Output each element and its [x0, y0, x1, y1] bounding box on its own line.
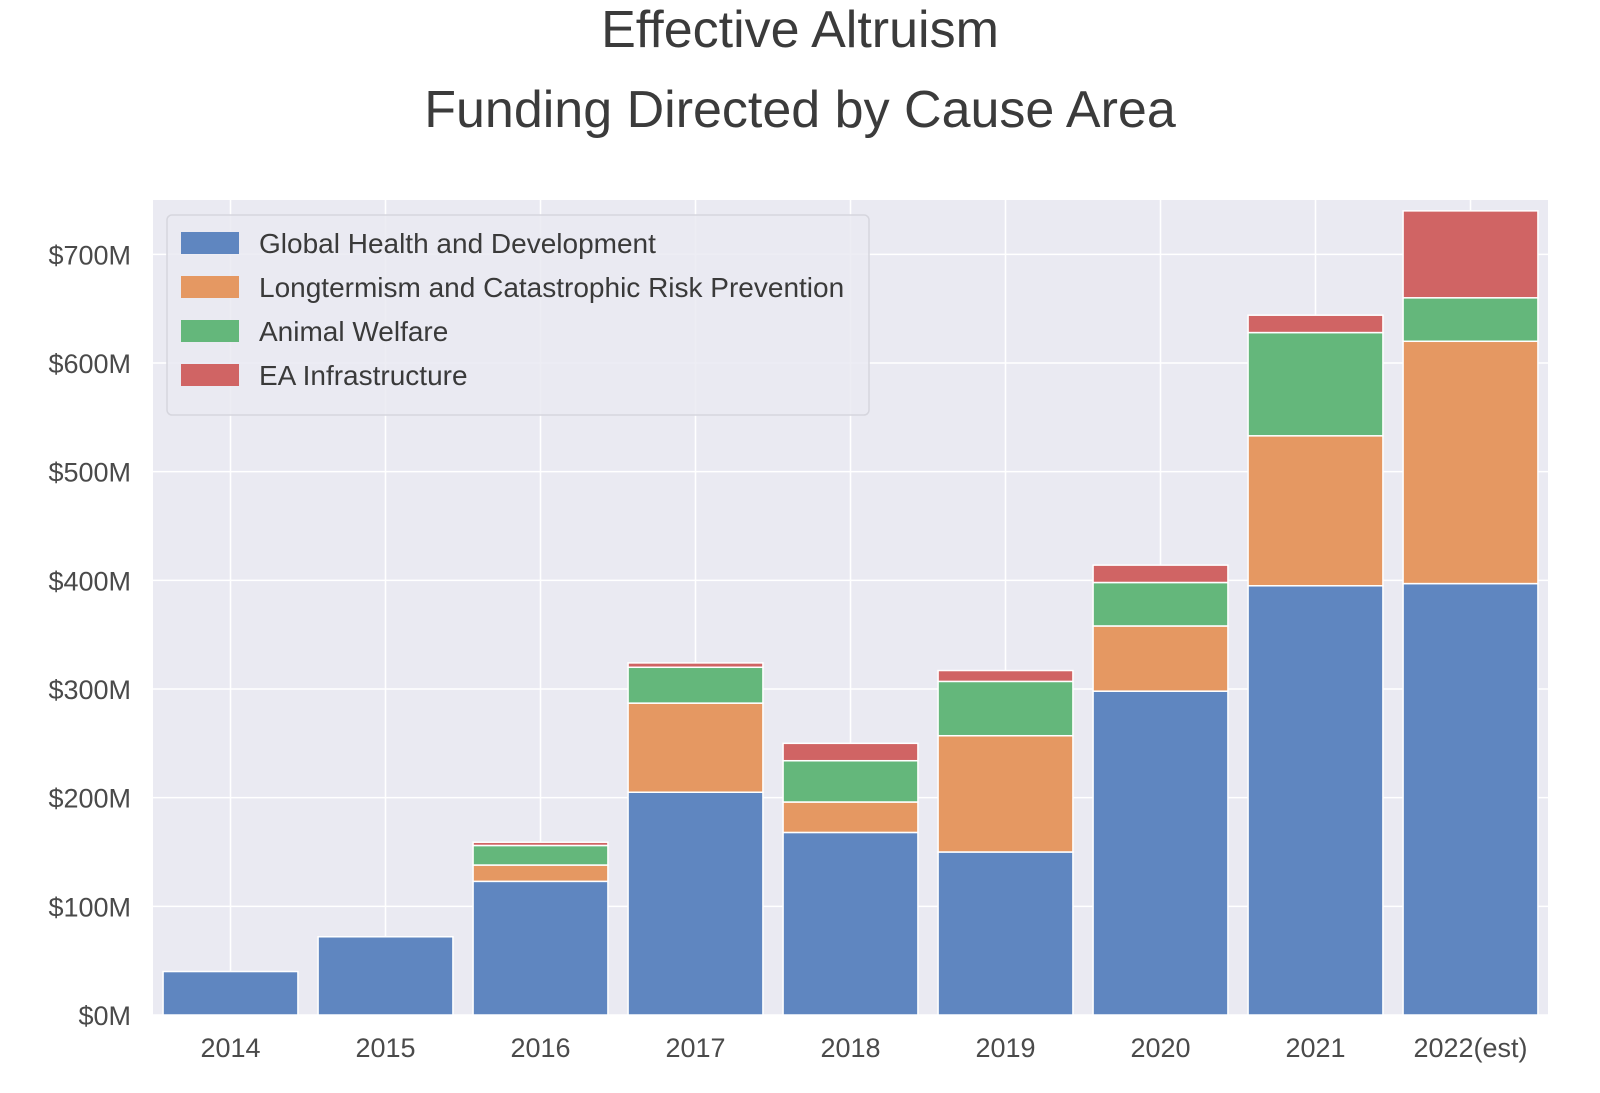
bar-2019-global-health-and-development	[937, 851, 1074, 1016]
y-tick-label: $200M	[48, 784, 131, 814]
bar-2016-longtermism-and-catastrophic-risk-prevention	[472, 864, 609, 883]
bar-2016-global-health-and-development	[472, 880, 609, 1016]
bar-2014-global-health-and-development	[162, 970, 299, 1016]
bar-2022-est-ea-infrastructure	[1402, 210, 1539, 299]
x-tick-label: 2014	[200, 1033, 260, 1063]
x-tick-label: 2019	[975, 1033, 1035, 1063]
bar-2018-animal-welfare	[782, 759, 919, 803]
bar-2017-animal-welfare	[627, 666, 764, 704]
bar-2020-animal-welfare	[1092, 581, 1229, 627]
chart-title: Effective Altruism	[601, 1, 999, 59]
bar-2020-longtermism-and-catastrophic-risk-prevention	[1092, 625, 1229, 692]
bar-2022-est-animal-welfare	[1402, 297, 1539, 343]
x-tick-label: 2017	[665, 1033, 725, 1063]
bar-2018-global-health-and-development	[782, 831, 919, 1016]
legend-box	[166, 214, 870, 416]
legend-swatch-global-health-and-development	[181, 232, 239, 254]
chart-subtitle: Funding Directed by Cause Area	[424, 81, 1176, 139]
bar-2015-global-health-and-development	[317, 936, 454, 1016]
x-tick-label: 2020	[1130, 1033, 1190, 1063]
bar-2021-ea-infrastructure	[1247, 314, 1384, 334]
bar-2016-animal-welfare	[472, 844, 609, 866]
bar-2016-ea-infrastructure	[472, 841, 609, 847]
bar-2019-ea-infrastructure	[937, 669, 1074, 683]
x-tick-label: 2022(est)	[1413, 1033, 1527, 1063]
legend-label-global-health-and-development: Global Health and Development	[259, 228, 656, 259]
legend-label-ea-infrastructure: EA Infrastructure	[259, 360, 468, 391]
bar-2019-longtermism-and-catastrophic-risk-prevention	[937, 734, 1074, 853]
y-tick-label: $0M	[78, 1001, 131, 1031]
legend-swatch-ea-infrastructure	[181, 364, 239, 386]
axes: $0M $100M $200M $300M $400M $500M $600M $700M 20…	[48, 240, 1527, 1063]
bars	[162, 210, 1539, 1016]
x-tick-label: 2018	[820, 1033, 880, 1063]
bar-2021-global-health-and-development	[1247, 585, 1384, 1016]
bar-2018-longtermism-and-catastrophic-risk-prevention	[782, 801, 919, 834]
legend-label-longtermism-and-catastrophic-risk-prevention: Longtermism and Catastrophic Risk Preven…	[259, 272, 844, 303]
bar-2017-global-health-and-development	[627, 791, 764, 1016]
y-tick-label: $400M	[48, 566, 131, 596]
bar-2021-animal-welfare	[1247, 331, 1384, 437]
bar-2019-animal-welfare	[937, 680, 1074, 737]
legend-label-animal-welfare: Animal Welfare	[259, 316, 448, 347]
bar-2020-global-health-and-development	[1092, 690, 1229, 1016]
legend-swatch-longtermism-and-catastrophic-risk-prevention	[181, 276, 239, 298]
bar-2017-longtermism-and-catastrophic-risk-prevention	[627, 702, 764, 793]
bar-2020-ea-infrastructure	[1092, 564, 1229, 584]
bar-2017-ea-infrastructure	[627, 662, 764, 669]
x-tick-label: 2021	[1285, 1033, 1345, 1063]
y-tick-label: $500M	[48, 458, 131, 488]
y-tick-label: $600M	[48, 349, 131, 379]
x-tick-label: 2015	[355, 1033, 415, 1063]
y-tick-label: $700M	[48, 240, 131, 270]
bar-2022-est-longtermism-and-catastrophic-risk-prevention	[1402, 340, 1539, 585]
legend-swatch-animal-welfare	[181, 320, 239, 342]
bar-2021-longtermism-and-catastrophic-risk-prevention	[1247, 435, 1384, 587]
y-tick-label: $100M	[48, 892, 131, 922]
y-tick-label: $300M	[48, 675, 131, 705]
bar-2022-est-global-health-and-development	[1402, 582, 1539, 1016]
legend: Global Health and Development Longtermism…	[166, 214, 870, 416]
x-tick-label: 2016	[510, 1033, 570, 1063]
bar-2018-ea-infrastructure	[782, 742, 919, 762]
